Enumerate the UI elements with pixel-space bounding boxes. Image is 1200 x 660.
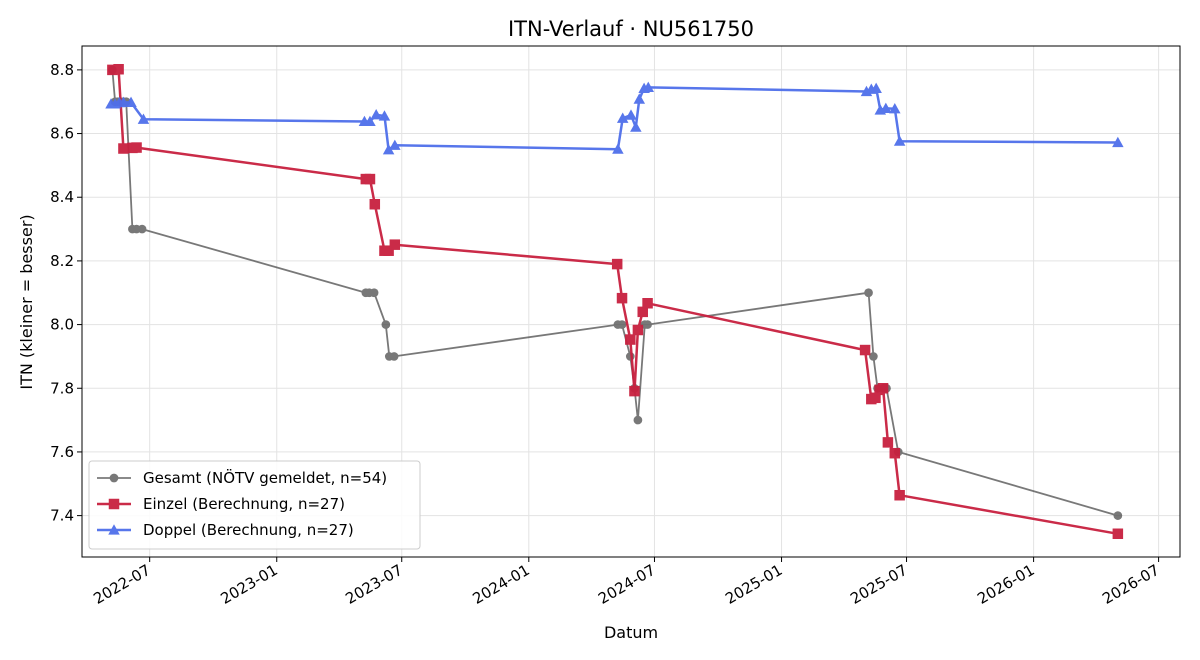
data-point-einzel [889,447,901,459]
data-point-gesamt [1113,511,1123,520]
data-point-doppel [612,143,624,154]
data-point-einzel [364,173,376,185]
data-point-doppel [370,109,382,120]
data-point-einzel [859,344,871,356]
data-point-einzel [369,198,381,210]
legend-entry-einzel [97,498,131,510]
data-point-doppel [880,102,892,114]
data-point-einzel [894,489,905,501]
y-tick-label: 8.6 [50,125,74,143]
data-point-einzel [1112,528,1124,540]
data-point-einzel [113,63,124,75]
data-point-einzel [870,392,881,404]
data-point-einzel [625,334,636,345]
data-point-einzel [629,385,640,397]
chart-title: ITN-Verlauf · NU561750 [508,17,754,41]
data-point-doppel [625,109,637,120]
data-point-doppel [616,112,629,123]
data-point-gesamt [869,352,878,361]
y-tick-label: 8.2 [50,252,74,270]
data-point-doppel [630,121,642,132]
data-point-einzel [882,437,894,448]
data-point-doppel [378,110,391,121]
plot-frame [81,45,1181,558]
data-point-einzel [383,245,394,256]
data-point-gesamt [643,320,652,329]
data-point-gesamt [137,224,147,234]
data-point-einzel [611,258,623,270]
series-doppel [105,81,1124,155]
y-tick-label: 7.6 [50,443,74,461]
data-point-doppel [642,81,655,92]
data-point-doppel [389,139,401,150]
data-point-einzel [616,292,628,304]
data-point-doppel [125,96,137,107]
legend-label-doppel: Doppel (Berechnung, n=27) [143,521,354,539]
data-point-einzel [107,64,118,76]
data-point-gesamt [864,288,873,298]
legend-entry-doppel [97,524,131,535]
y-tick-label: 7.4 [50,507,74,525]
y-tick-label: 8.8 [50,61,74,79]
legend-label-einzel: Einzel (Berechnung, n=27) [143,495,345,513]
data-point-doppel [364,115,376,127]
y-tick-label: 8.4 [50,188,74,206]
data-point-doppel [117,96,130,107]
legend: Gesamt (NÖTV gemeldet, n=54) Einzel (Bere… [88,460,421,550]
y-axis-label: ITN (kleiner = besser) [17,214,36,389]
y-tick-label: 8.0 [50,316,74,334]
data-point-einzel [118,143,129,154]
legend-frame [88,460,421,550]
data-point-gesamt [617,320,627,329]
data-point-gesamt [633,415,643,425]
legend-marker-gesamt [109,473,119,483]
data-point-doppel [870,82,882,93]
data-point-einzel [637,306,648,318]
legend-marker-doppel [108,524,120,535]
x-axis-label: Datum [604,623,658,642]
data-point-einzel [632,324,644,336]
data-point-doppel [633,93,646,104]
data-point-doppel [889,102,901,114]
data-point-gesamt [369,288,379,298]
y-tick-label: 7.8 [50,379,74,397]
data-point-doppel [137,113,150,124]
data-point-doppel [1112,136,1124,148]
legend-entry-gesamt [97,473,131,483]
legend-label-gesamt: Gesamt (NÖTV gemeldet, n=54) [143,468,387,487]
series-layer [105,63,1124,540]
legend-marker-einzel [108,498,120,510]
data-point-einzel [877,383,889,394]
data-point-doppel [893,135,906,146]
data-point-einzel [642,298,653,309]
data-point-einzel [389,239,401,250]
series-einzel [107,63,1124,540]
data-point-doppel [382,144,395,155]
data-point-gesamt [381,320,391,329]
data-point-einzel [131,142,142,153]
grid-layer [82,46,1180,557]
data-point-gesamt [389,352,399,361]
